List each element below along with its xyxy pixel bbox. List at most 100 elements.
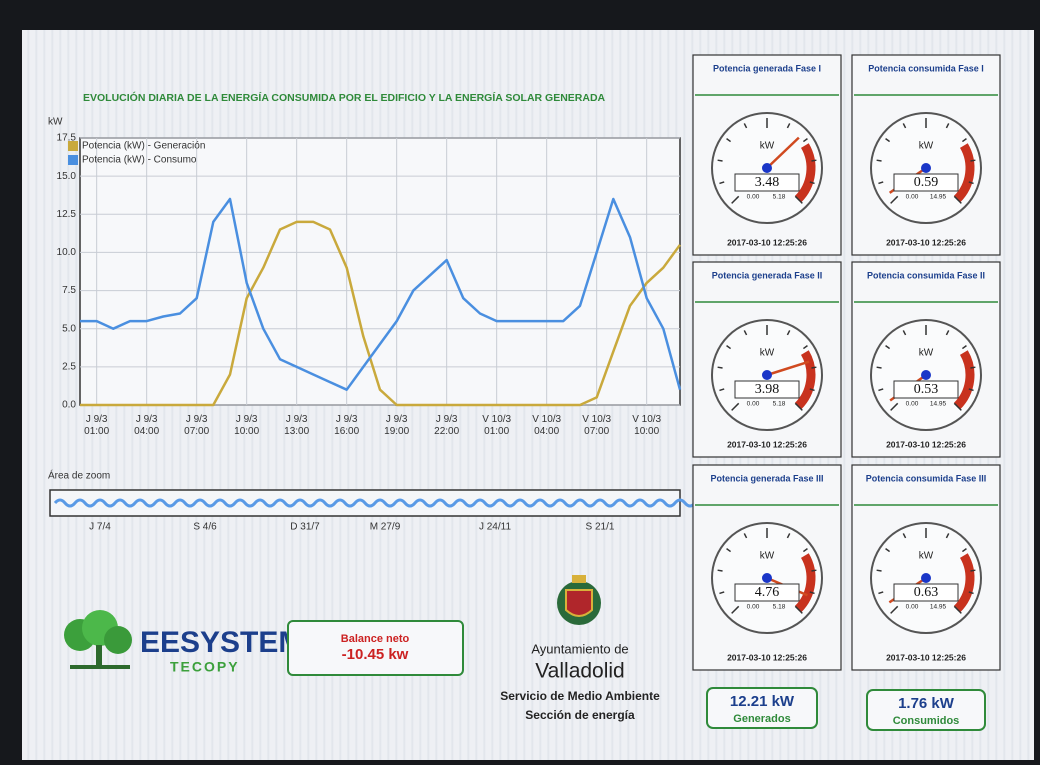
y-tick-label: 0.0 xyxy=(62,400,76,411)
gauge-max: 14.95 xyxy=(930,194,947,201)
gauge-unit: kW xyxy=(919,141,934,152)
gauge-unit: kW xyxy=(760,551,775,562)
gauge-scale-tick xyxy=(970,160,975,161)
gauge-value: 3.98 xyxy=(755,382,780,397)
zoom-tick-label: M 27/9 xyxy=(370,522,401,533)
legend-swatch xyxy=(68,155,78,165)
x-tick-label: J 9/3 19:00 xyxy=(374,414,420,438)
x-tick-label: V 10/3 04:00 xyxy=(524,414,570,438)
y-tick-label: 2.5 xyxy=(62,361,76,372)
gauge-value: 0.59 xyxy=(914,175,939,190)
balance-label: Balance neto xyxy=(341,633,410,645)
x-tick-label: J 9/3 16:00 xyxy=(324,414,370,438)
gauge-timestamp: 2017-03-10 12:25:26 xyxy=(727,439,807,449)
gauge-scale-tick xyxy=(877,160,882,161)
institution-line3: Servicio de Medio Ambiente xyxy=(500,689,660,703)
x-tick-label: J 9/3 10:00 xyxy=(224,414,270,438)
y-axis-label: kW xyxy=(48,117,63,128)
y-tick-label: 15.0 xyxy=(57,171,77,182)
legend-label: Potencia (kW) - Consumo xyxy=(82,155,197,166)
gauge-timestamp: 2017-03-10 12:25:26 xyxy=(727,237,807,247)
gauge-title: Potencia generada Fase I xyxy=(713,63,821,73)
gauge-max: 14.95 xyxy=(930,401,947,408)
x-tick-label: V 10/3 01:00 xyxy=(474,414,520,438)
gauge-timestamp: 2017-03-10 12:25:26 xyxy=(886,237,966,247)
dashboard: EVOLUCIÓN DIARIA DE LA ENERGÍA CONSUMIDA… xyxy=(0,0,1040,765)
gauge-scale-tick xyxy=(877,367,882,368)
gauge-title: Potencia generada Fase III xyxy=(710,473,823,483)
gauge-min: 0.00 xyxy=(906,604,919,611)
legend-swatch xyxy=(68,141,78,151)
gauge-min: 0.00 xyxy=(747,604,760,611)
x-tick-label: V 10/3 10:00 xyxy=(624,414,670,438)
gauge-scale-tick xyxy=(970,570,975,571)
gauge-hub xyxy=(762,573,772,583)
gauge-value: 4.76 xyxy=(755,585,780,600)
institution-line4: Sección de energía xyxy=(525,708,635,722)
x-tick-label: J 9/3 07:00 xyxy=(174,414,220,438)
gauge-hub xyxy=(921,573,931,583)
chart-title: EVOLUCIÓN DIARIA DE LA ENERGÍA CONSUMIDA… xyxy=(83,91,606,104)
gauge-min: 0.00 xyxy=(906,401,919,408)
gauge-title: Potencia consumida Fase III xyxy=(866,473,987,483)
gauge-scale-tick xyxy=(718,160,723,161)
y-tick-label: 12.5 xyxy=(57,209,77,220)
dashboard-graphics: EVOLUCIÓN DIARIA DE LA ENERGÍA CONSUMIDA… xyxy=(0,0,1040,765)
gauge-max: 5.18 xyxy=(773,604,786,611)
gauge-timestamp: 2017-03-10 12:25:26 xyxy=(886,439,966,449)
institution-line1: Ayuntamiento de xyxy=(531,641,628,656)
y-tick-label: 5.0 xyxy=(62,323,76,334)
gauge-hub xyxy=(921,370,931,380)
x-tick-label: J 9/3 22:00 xyxy=(424,414,470,438)
gauge-scale-tick xyxy=(811,570,816,571)
generated-value: 12.21 kW xyxy=(730,693,795,710)
gauge-scale-tick xyxy=(877,570,882,571)
gauge-unit: kW xyxy=(919,551,934,562)
gauge-hub xyxy=(762,370,772,380)
gauge-min: 0.00 xyxy=(906,194,919,201)
logo-sub: TECOPY xyxy=(170,659,240,675)
consumed-value: 1.76 kW xyxy=(898,695,955,712)
zoom-tick-label: S 4/6 xyxy=(193,522,217,533)
gauge-hub xyxy=(921,163,931,173)
x-tick-label: J 9/3 04:00 xyxy=(124,414,170,438)
gauge-title: Potencia generada Fase II xyxy=(712,270,823,280)
institution-line2: Valladolid xyxy=(535,660,625,683)
zoom-tick-label: J 24/11 xyxy=(479,522,511,533)
zoom-tick-label: D 31/7 xyxy=(290,522,320,533)
logo-name: EESYSTEM xyxy=(140,626,303,659)
zoom-label: Área de zoom xyxy=(48,469,110,482)
gauge-scale-tick xyxy=(718,570,723,571)
legend-label: Potencia (kW) - Generación xyxy=(82,141,205,152)
y-tick-label: 10.0 xyxy=(57,247,77,258)
x-tick-label: V 10/3 07:00 xyxy=(574,414,620,438)
zoom-tick-label: S 21/1 xyxy=(586,522,615,533)
logo-tree xyxy=(64,610,132,669)
gauge-scale-tick xyxy=(811,367,816,368)
gauge-max: 5.18 xyxy=(773,194,786,201)
gauge-title: Potencia consumida Fase I xyxy=(868,63,984,73)
gauge-scale-tick xyxy=(718,367,723,368)
gauge-unit: kW xyxy=(919,348,934,359)
gauge-scale-tick xyxy=(970,367,975,368)
gauge-value: 0.63 xyxy=(914,585,939,600)
gauge-max: 14.95 xyxy=(930,604,947,611)
x-tick-label: J 9/3 01:00 xyxy=(74,414,120,438)
zoom-tick-label: J 7/4 xyxy=(89,522,111,533)
gauge-unit: kW xyxy=(760,141,775,152)
gauge-min: 0.00 xyxy=(747,194,760,201)
gauge-max: 5.18 xyxy=(773,401,786,408)
y-tick-label: 7.5 xyxy=(62,285,76,296)
consumed-label: Consumidos xyxy=(893,715,960,727)
balance-value: -10.45 kw xyxy=(342,646,409,663)
gauge-title: Potencia consumida Fase II xyxy=(867,270,985,280)
x-tick-label: J 9/3 13:00 xyxy=(274,414,320,438)
gauge-value: 0.53 xyxy=(914,382,939,397)
gauge-timestamp: 2017-03-10 12:25:26 xyxy=(886,652,966,662)
gauge-unit: kW xyxy=(760,348,775,359)
gauge-value: 3.48 xyxy=(755,175,780,190)
crest xyxy=(557,575,601,625)
gauge-hub xyxy=(762,163,772,173)
gauge-timestamp: 2017-03-10 12:25:26 xyxy=(727,652,807,662)
gauge-min: 0.00 xyxy=(747,401,760,408)
